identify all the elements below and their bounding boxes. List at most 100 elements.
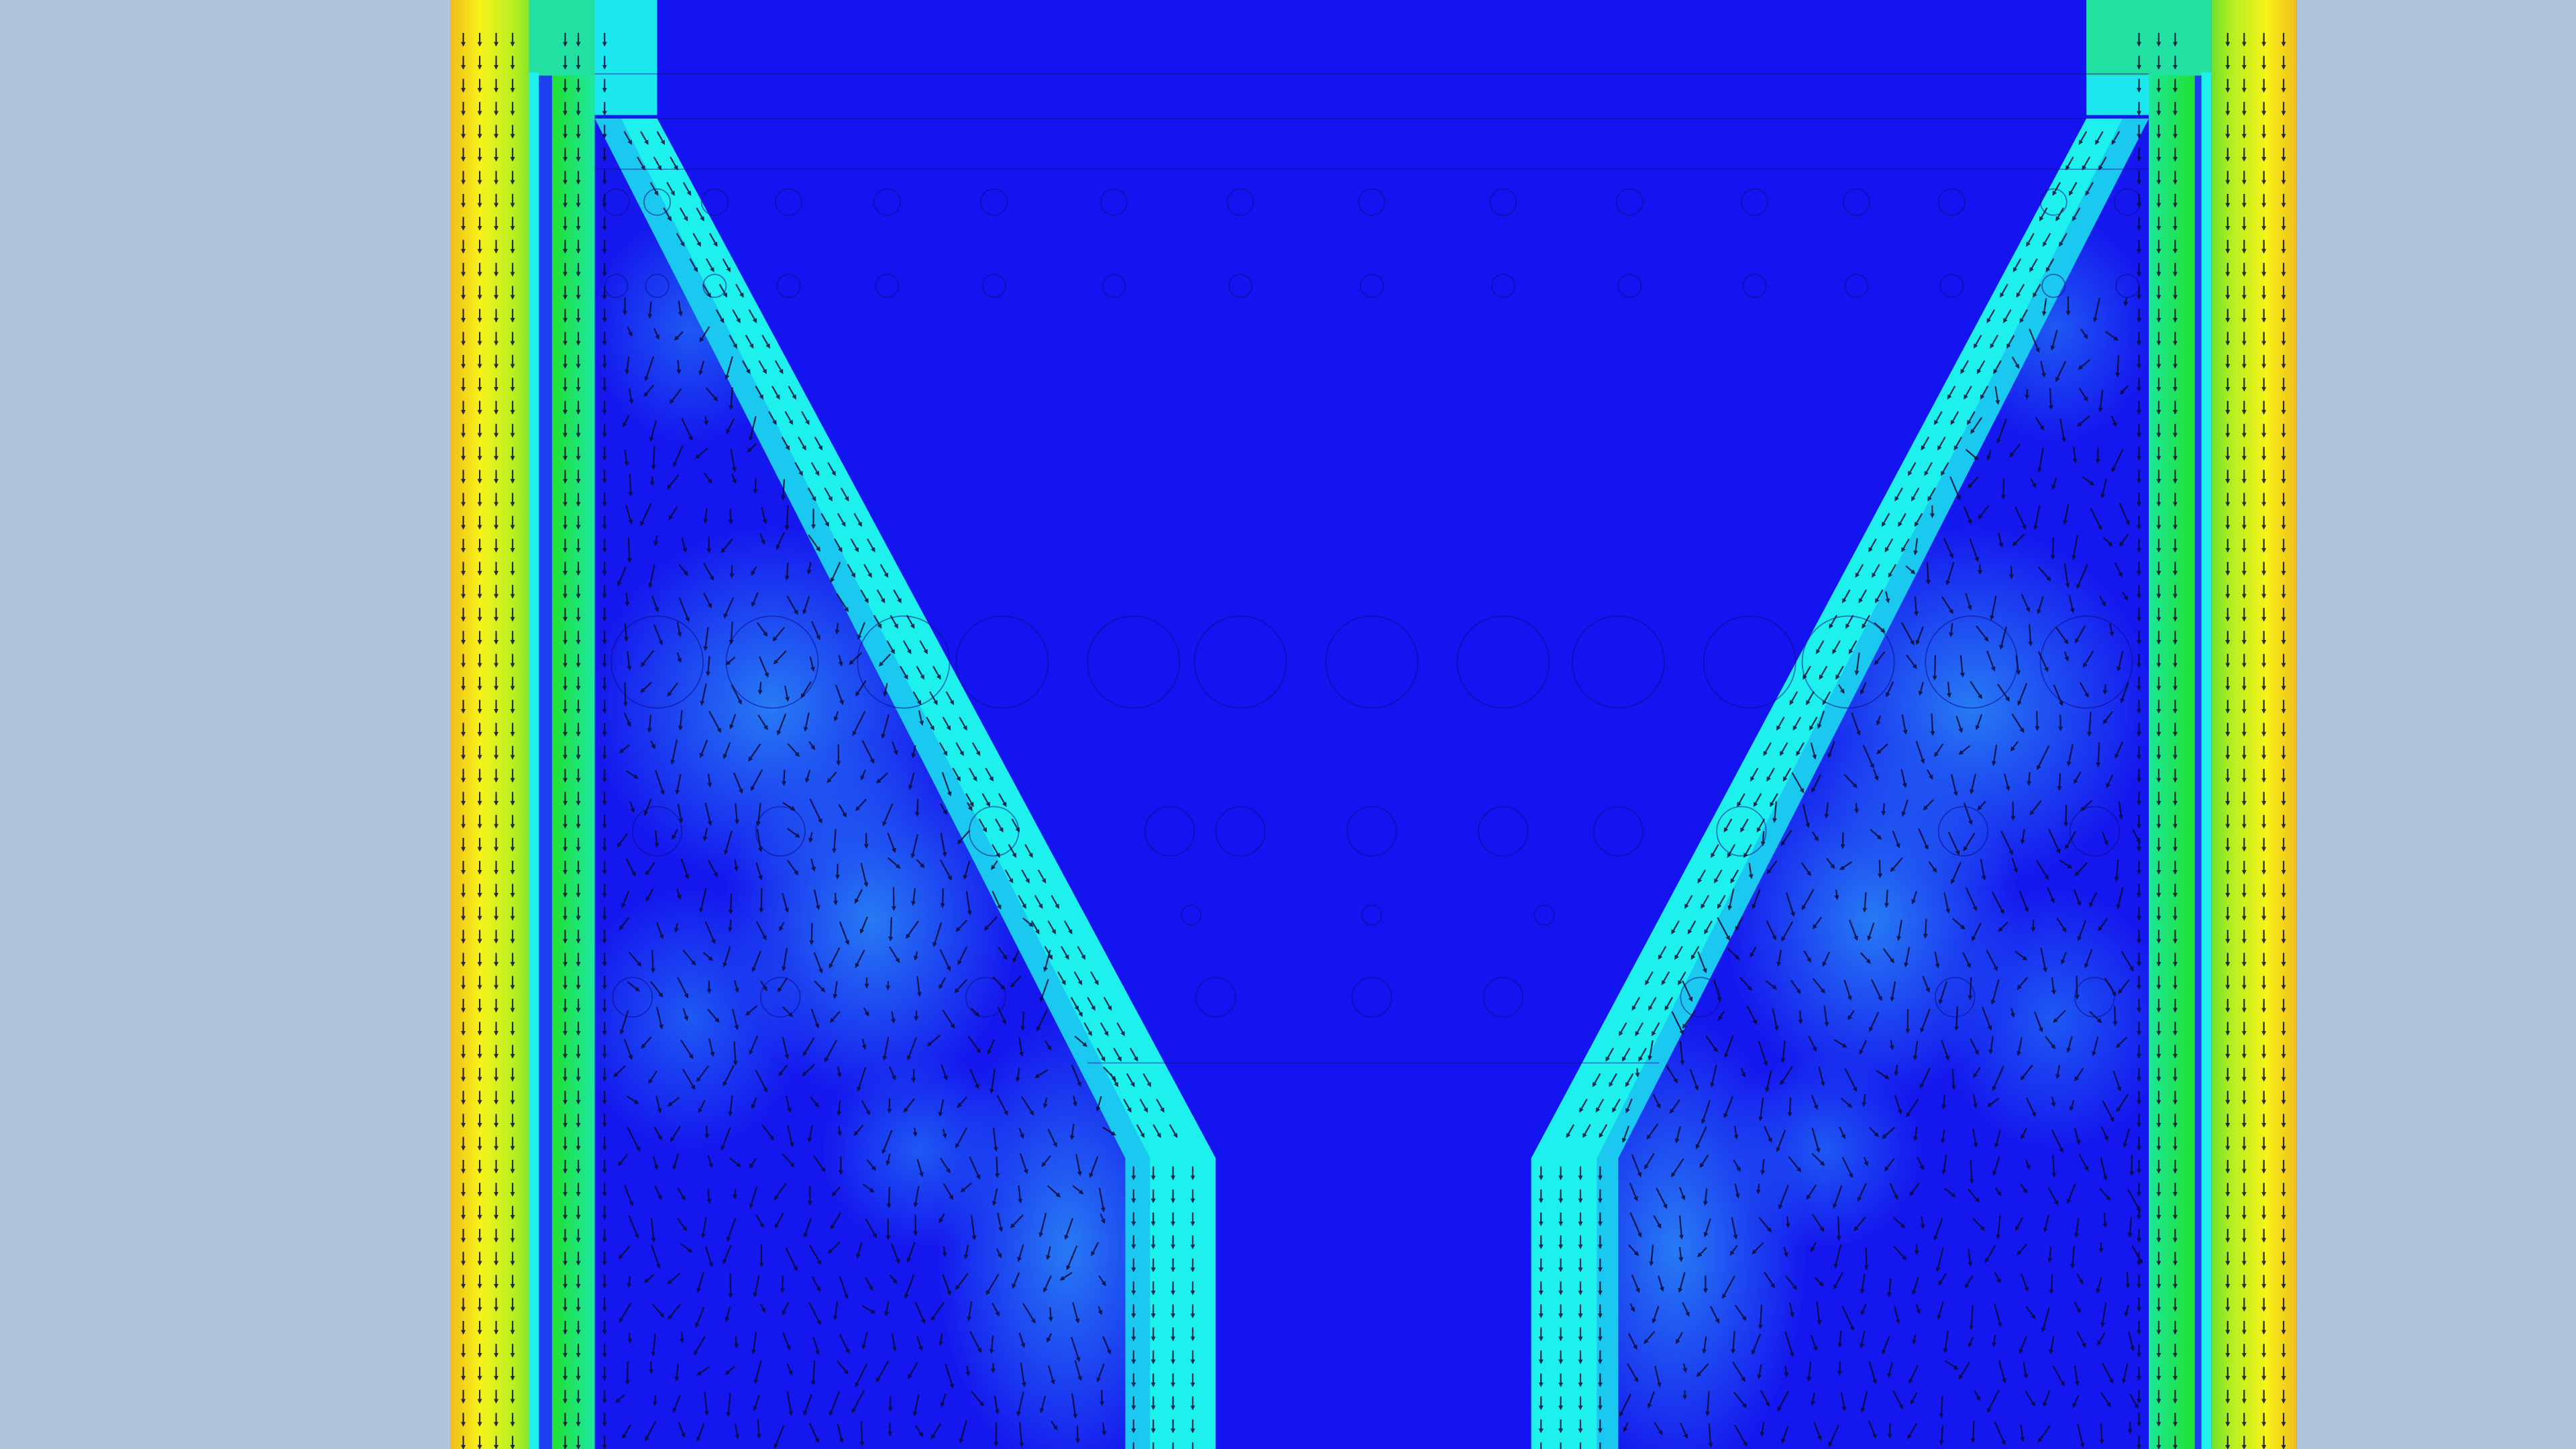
- velocity-vector: [919, 640, 928, 655]
- tube-outline: [755, 806, 806, 857]
- velocity-vector: [1796, 742, 1805, 757]
- velocity-vector: [628, 474, 633, 497]
- velocity-vector: [1008, 844, 1017, 858]
- velocity-vector: [619, 1010, 629, 1035]
- tube-outline: [2069, 806, 2121, 857]
- tube-outline: [1534, 904, 1555, 926]
- velocity-vector: [1087, 996, 1095, 1011]
- velocity-vector: [1083, 1022, 1092, 1036]
- velocity-vector: [676, 621, 682, 637]
- velocity-vector: [715, 309, 724, 323]
- velocity-vector: [1874, 589, 1884, 604]
- velocity-vector: [703, 508, 708, 524]
- velocity-vector: [1756, 1183, 1761, 1195]
- velocity-vector: [702, 284, 711, 298]
- velocity-vector: [708, 859, 718, 877]
- velocity-vector: [1730, 869, 1739, 883]
- velocity-vector: [992, 976, 1006, 990]
- velocity-vector: [707, 1008, 720, 1023]
- velocity-vector: [782, 1036, 790, 1060]
- velocity-vector: [750, 769, 763, 792]
- velocity-vector: [1779, 742, 1788, 757]
- velocity-vector: [1937, 436, 1946, 451]
- velocity-vector: [677, 977, 689, 999]
- velocity-vector: [781, 947, 788, 972]
- velocity-vector: [755, 385, 764, 400]
- velocity-vector: [1753, 793, 1762, 808]
- velocity-vector: [761, 506, 767, 525]
- velocity-vector: [703, 592, 712, 608]
- velocity-vector: [625, 356, 630, 375]
- velocity-vector: [708, 710, 721, 733]
- velocity-vector: [625, 858, 636, 877]
- velocity-vector: [1921, 436, 1930, 451]
- tube-outline: [1195, 977, 1236, 1018]
- velocity-vector: [887, 833, 896, 853]
- velocity-vector: [2059, 233, 2068, 247]
- velocity-vector: [678, 710, 683, 731]
- velocity-vector: [954, 979, 968, 994]
- tube-outline: [875, 274, 900, 299]
- velocity-vector: [1018, 1037, 1024, 1057]
- velocity-vector: [830, 561, 841, 583]
- velocity-vector: [995, 1157, 1000, 1179]
- velocity-vector: [807, 487, 816, 502]
- velocity-vector: [1566, 1124, 1575, 1138]
- velocity-vector: [1855, 564, 1864, 578]
- velocity-vector: [780, 1275, 785, 1293]
- velocity-vector: [987, 1038, 996, 1055]
- tube-outline: [1361, 904, 1383, 926]
- velocity-vector: [2039, 207, 2048, 222]
- velocity-vector: [802, 1037, 815, 1057]
- velocity-vector: [1785, 1216, 1790, 1228]
- velocity-vector: [940, 803, 947, 815]
- velocity-vector: [1976, 360, 1986, 374]
- velocity-vector: [676, 652, 682, 663]
- velocity-vector: [656, 1006, 663, 1030]
- velocity-vector: [800, 681, 812, 699]
- velocity-vector: [1782, 767, 1792, 782]
- velocity-vector: [645, 888, 654, 902]
- velocity-vector: [833, 981, 838, 1000]
- velocity-vector: [647, 714, 652, 733]
- tube-outline: [643, 188, 672, 216]
- velocity-vector: [814, 980, 826, 993]
- velocity-vector: [814, 436, 823, 451]
- velocity-vector: [963, 860, 971, 880]
- velocity-vector: [1911, 487, 1920, 502]
- tube-outline: [702, 274, 727, 299]
- velocity-vector: [1074, 1035, 1088, 1047]
- velocity-vector: [2085, 182, 2094, 197]
- velocity-vector: [726, 418, 735, 434]
- velocity-vector: [957, 946, 968, 965]
- velocity-vector: [1678, 971, 1686, 985]
- velocity-vector: [957, 829, 971, 845]
- velocity-vector: [1635, 1022, 1644, 1036]
- velocity-vector: [906, 920, 920, 939]
- velocity-vector: [2111, 131, 2121, 146]
- velocity-vector: [674, 331, 684, 341]
- velocity-vector: [649, 182, 659, 197]
- velocity-vector: [1888, 564, 1897, 578]
- velocity-vector: [730, 449, 737, 472]
- velocity-vector: [2102, 684, 2108, 695]
- velocity-vector: [755, 802, 761, 826]
- velocity-vector: [1766, 767, 1775, 782]
- tube-outline: [602, 188, 630, 216]
- velocity-vector: [1907, 462, 1917, 476]
- velocity-vector: [2098, 156, 2107, 171]
- velocity-vector: [879, 564, 889, 578]
- velocity-vector: [820, 513, 830, 527]
- velocity-vector: [861, 1038, 867, 1051]
- velocity-vector: [768, 411, 777, 425]
- velocity-vector: [704, 1125, 710, 1139]
- velocity-vector: [663, 207, 672, 222]
- tube-outline: [2041, 274, 2066, 299]
- velocity-vector: [703, 627, 709, 651]
- velocity-vector: [1129, 1047, 1138, 1062]
- velocity-vector: [784, 411, 794, 425]
- velocity-vector: [900, 665, 908, 680]
- velocity-vector: [834, 538, 843, 553]
- velocity-vector: [914, 951, 918, 961]
